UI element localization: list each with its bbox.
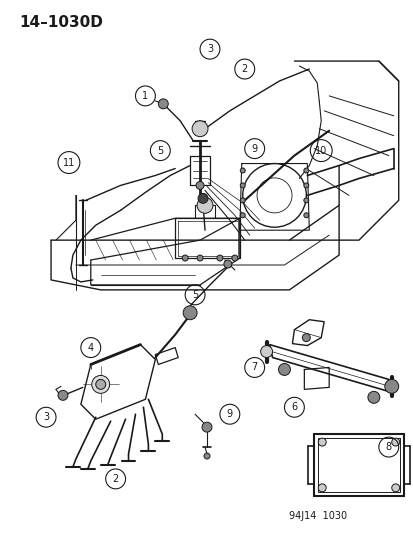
Text: 14–1030D: 14–1030D bbox=[19, 15, 103, 30]
Text: 2: 2 bbox=[112, 474, 119, 484]
Text: 10: 10 bbox=[314, 146, 327, 156]
Circle shape bbox=[216, 255, 222, 261]
Text: 4: 4 bbox=[88, 343, 94, 352]
Circle shape bbox=[240, 168, 244, 173]
Circle shape bbox=[223, 260, 231, 268]
Text: 8: 8 bbox=[385, 442, 391, 452]
Circle shape bbox=[240, 213, 244, 218]
Text: 94J14  1030: 94J14 1030 bbox=[289, 511, 347, 521]
Text: 1: 1 bbox=[142, 91, 148, 101]
Text: 5: 5 bbox=[157, 146, 163, 156]
Circle shape bbox=[391, 438, 399, 446]
Circle shape bbox=[182, 255, 188, 261]
Circle shape bbox=[278, 364, 290, 375]
Text: 5: 5 bbox=[192, 290, 198, 300]
Circle shape bbox=[95, 379, 105, 389]
Text: 7: 7 bbox=[251, 362, 257, 373]
Circle shape bbox=[301, 334, 310, 342]
Circle shape bbox=[384, 379, 398, 393]
Circle shape bbox=[197, 193, 207, 203]
Circle shape bbox=[318, 438, 325, 446]
Circle shape bbox=[303, 213, 308, 218]
Text: 9: 9 bbox=[251, 143, 257, 154]
Circle shape bbox=[303, 183, 308, 188]
Circle shape bbox=[158, 99, 168, 109]
Circle shape bbox=[58, 390, 68, 400]
Circle shape bbox=[318, 484, 325, 492]
Circle shape bbox=[391, 484, 399, 492]
Circle shape bbox=[92, 375, 109, 393]
Circle shape bbox=[202, 422, 211, 432]
Text: 6: 6 bbox=[291, 402, 297, 412]
Circle shape bbox=[197, 197, 212, 213]
Circle shape bbox=[260, 345, 272, 358]
Text: 3: 3 bbox=[206, 44, 213, 54]
Circle shape bbox=[192, 121, 207, 136]
Circle shape bbox=[367, 391, 379, 403]
Circle shape bbox=[196, 181, 204, 189]
Text: 2: 2 bbox=[241, 64, 247, 74]
Text: 9: 9 bbox=[226, 409, 233, 419]
Text: 3: 3 bbox=[43, 412, 49, 422]
Circle shape bbox=[183, 306, 197, 320]
Circle shape bbox=[240, 183, 244, 188]
Circle shape bbox=[197, 255, 202, 261]
Text: 11: 11 bbox=[63, 158, 75, 167]
Circle shape bbox=[303, 168, 308, 173]
Circle shape bbox=[240, 198, 244, 203]
Circle shape bbox=[303, 198, 308, 203]
Circle shape bbox=[204, 453, 209, 459]
Circle shape bbox=[231, 255, 237, 261]
